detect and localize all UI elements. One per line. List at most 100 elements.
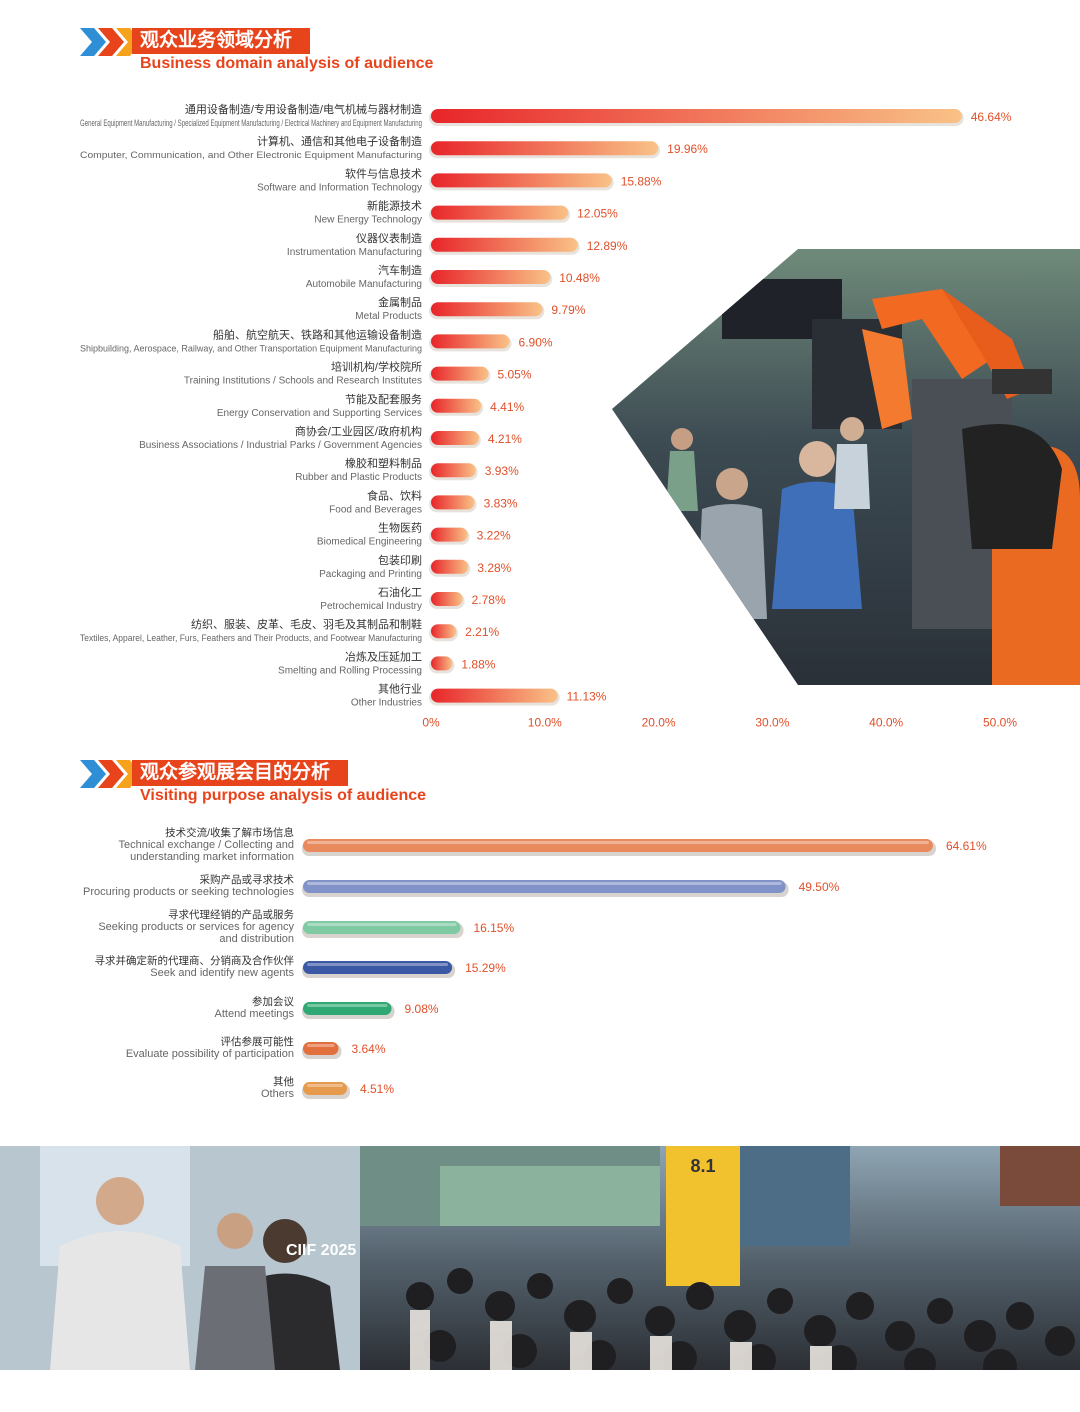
category-label-cn: 商协会/工业园区/政府机构 xyxy=(295,424,422,438)
bar-highlight xyxy=(307,1044,335,1047)
bar-value-label: 46.64% xyxy=(971,110,1012,124)
category-label-en: Others xyxy=(261,1088,295,1100)
category-label-en: Other Industries xyxy=(351,698,422,709)
bar-value-label: 9.79% xyxy=(551,303,585,317)
category-label-cn: 寻求并确定新的代理商、分销商及合作伙伴 xyxy=(95,954,295,967)
bar-value-label: 10.48% xyxy=(559,271,600,285)
category-label-en: Textiles, Apparel, Leather, Furs, Feathe… xyxy=(80,633,422,643)
category-label-cn: 包装印刷 xyxy=(378,554,422,567)
category-label-en: Food and Beverages xyxy=(329,504,422,515)
bar-value-label: 1.88% xyxy=(461,657,495,671)
chevron-arrows-icon xyxy=(80,760,140,788)
bar xyxy=(303,839,933,852)
category-label-en: Metal Products xyxy=(355,311,422,322)
bar-value-label: 6.90% xyxy=(519,335,553,349)
category-label-en: Attend meetings xyxy=(215,1008,295,1020)
bar xyxy=(431,366,489,381)
category-label-cn: 评估参展可能性 xyxy=(221,1035,295,1048)
bar xyxy=(431,334,510,349)
bar xyxy=(431,173,612,188)
svg-text:8.1: 8.1 xyxy=(690,1156,715,1176)
ciif-logo: CIIF 2025 xyxy=(286,1242,357,1259)
category-label-en: and distribution xyxy=(219,933,294,945)
crowd-exhibition-photo: 8.1 CIIF 2025 xyxy=(0,1146,1080,1370)
category-label-en: Business Associations / Industrial Parks… xyxy=(139,440,422,451)
bar-value-label: 2.21% xyxy=(465,625,499,639)
category-label-en: Instrumentation Manufacturing xyxy=(287,247,422,258)
bar xyxy=(303,1082,347,1095)
bar-value-label: 64.61% xyxy=(946,839,987,853)
category-label-cn: 技术交流/收集了解市场信息 xyxy=(165,826,294,839)
category-label-cn: 汽车制造 xyxy=(378,263,422,277)
x-tick-label: 10.0% xyxy=(528,716,562,730)
bar-highlight xyxy=(307,1004,388,1007)
category-label-cn: 石油化工 xyxy=(378,585,422,599)
category-label-en: Seek and identify new agents xyxy=(150,967,294,979)
bar-value-label: 12.89% xyxy=(587,239,628,253)
bar xyxy=(431,463,476,478)
category-label-en: Petrochemical Industry xyxy=(320,601,422,612)
bar-value-label: 16.15% xyxy=(473,921,514,935)
category-label-cn: 纺织、服装、皮革、毛皮、羽毛及其制品和制鞋 xyxy=(191,617,422,631)
section1-title-en: Business domain analysis of audience xyxy=(140,55,434,72)
bar-value-label: 3.93% xyxy=(485,464,519,478)
category-label-cn: 软件与信息技术 xyxy=(345,166,422,180)
bar xyxy=(431,205,569,220)
category-label-cn: 新能源技术 xyxy=(367,199,422,213)
bar xyxy=(303,880,786,893)
category-label-en: New Energy Technology xyxy=(314,215,422,226)
bar xyxy=(431,302,543,317)
category-label-en: Biomedical Engineering xyxy=(317,537,422,548)
bar xyxy=(303,1002,392,1015)
bar-value-label: 3.22% xyxy=(477,529,511,543)
category-label-cn: 其他行业 xyxy=(378,683,422,696)
x-tick-label: 30.0% xyxy=(755,716,789,730)
bar xyxy=(431,688,558,703)
section2-title-cn: 观众参观展会目的分析 xyxy=(132,760,349,786)
category-label-en: Computer, Communication, and Other Elect… xyxy=(80,150,422,160)
business-domain-chart: 46.64% 通用设备制造/专用设备制造/电气机械与器材制造 General Equ… xyxy=(80,102,1017,730)
bar xyxy=(431,656,453,671)
bar-value-label: 3.83% xyxy=(484,496,518,510)
category-label-cn: 寻求代理经销的产品或服务 xyxy=(168,908,294,921)
bar-value-label: 4.51% xyxy=(360,1082,394,1096)
bar-value-label: 4.21% xyxy=(488,432,522,446)
category-label-en: Rubber and Plastic Products xyxy=(295,472,422,483)
category-label-en: Procuring products or seeking technologi… xyxy=(83,886,294,898)
category-label-cn: 船舶、航空航天、铁路和其他运输设备制造 xyxy=(213,327,422,341)
bar-highlight xyxy=(307,923,457,926)
robot-exhibition-photo xyxy=(612,249,1080,685)
category-label-en: Energy Conservation and Supporting Servi… xyxy=(217,408,422,419)
bar-value-label: 3.28% xyxy=(477,561,511,575)
category-label-en: understanding market information xyxy=(130,851,294,863)
bar xyxy=(431,270,551,284)
category-label-cn: 采购产品或寻求技术 xyxy=(200,873,295,886)
x-tick-label: 0% xyxy=(422,716,440,730)
category-label-en: Smelting and Rolling Processing xyxy=(278,665,422,676)
x-tick-label: 20.0% xyxy=(642,716,676,730)
bar-value-label: 9.08% xyxy=(405,1002,439,1016)
bar xyxy=(431,237,578,252)
x-tick-label: 50.0% xyxy=(983,716,1017,730)
crowd-heads xyxy=(406,1268,1075,1370)
category-label-cn: 计算机、通信和其他电子设备制造 xyxy=(257,134,422,148)
category-label-cn: 仪器仪表制造 xyxy=(356,231,422,245)
bar-highlight xyxy=(307,1084,343,1087)
category-label-en: Automobile Manufacturing xyxy=(306,279,422,290)
bar xyxy=(431,559,469,574)
category-label-cn: 橡胶和塑料制品 xyxy=(345,456,422,470)
bar-highlight xyxy=(307,841,929,844)
bar xyxy=(431,624,457,639)
bar xyxy=(431,109,962,123)
bar-value-label: 2.78% xyxy=(472,593,506,607)
section1-title-cn: 观众业务领域分析 xyxy=(132,28,311,54)
bar xyxy=(431,431,479,445)
category-label-cn: 培训机构/学校院所 xyxy=(331,360,422,374)
category-label-cn: 金属制品 xyxy=(378,295,422,309)
category-label-cn: 生物医药 xyxy=(378,521,422,535)
bar-value-label: 4.41% xyxy=(490,400,524,414)
bar xyxy=(431,592,463,606)
bar-value-label: 15.88% xyxy=(621,174,662,188)
bar xyxy=(303,921,461,934)
category-label-en: General Equipment Manufacturing / Specia… xyxy=(80,118,422,128)
